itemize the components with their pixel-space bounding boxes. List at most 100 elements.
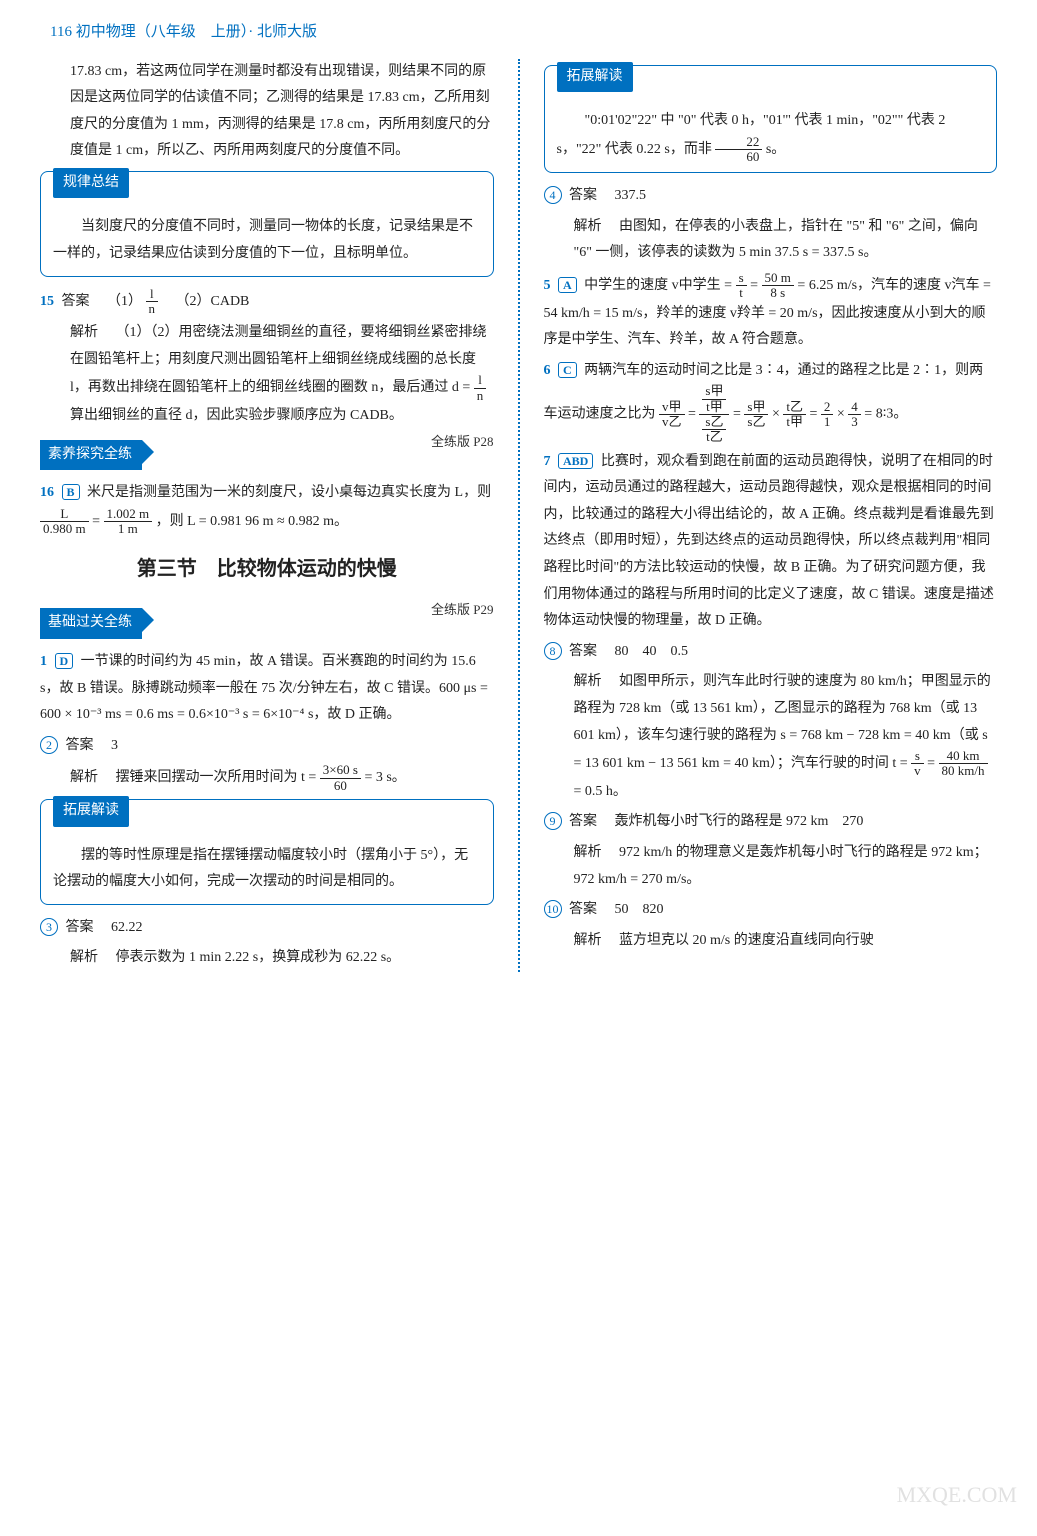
q10-num: 10	[544, 900, 562, 918]
frac-num: 1.002 m	[104, 507, 153, 522]
q1-num: 1	[40, 654, 47, 669]
q16-frac2: 1.002 m 1 m	[104, 507, 153, 537]
q10-expl-label: 解析	[574, 933, 602, 948]
q10-explain: 解析 蓝方坦克以 20 m/s 的速度沿直线同向行驶	[544, 928, 998, 955]
frac-num: 22	[715, 135, 762, 150]
q10: 10 答案 50 820	[544, 897, 998, 924]
frac-num: L	[40, 507, 89, 522]
two-column-layout: 17.83 cm，若这两位同学在测量时都没有出现错误，则结果不同的原因是这两位同…	[40, 59, 997, 972]
summary-box-2: 拓展解读 摆的等时性原理是指在摆锤摆动幅度较小时（摆角小于 5°），无论摆动的幅…	[40, 799, 494, 905]
box1-frac: 22 60	[715, 135, 762, 165]
section-ref-1: 全练版 P28	[431, 430, 493, 455]
right-box1: 拓展解读 "0:01'02"22" 中 "0" 代表 0 h，"01'" 代表 …	[544, 65, 998, 174]
q16-text1: 米尺是指测量范围为一米的刻度尺，设小桌每边真实长度为 L，则	[87, 485, 491, 500]
q15-num: 15	[40, 294, 54, 309]
q8: 8 答案 80 40 0.5	[544, 639, 998, 666]
q8-frac1: s v	[911, 749, 924, 779]
section-bar-2: 基础过关全练 全练版 P29	[40, 598, 494, 645]
q9: 9 答案 轰炸机每小时飞行的路程是 972 km 270	[544, 809, 998, 836]
q8-num: 8	[544, 642, 562, 660]
q16: 16 B 米尺是指测量范围为一米的刻度尺，设小桌每边真实长度为 L，则 L 0.…	[40, 480, 494, 536]
left-column: 17.83 cm，若这两位同学在测量时都没有出现错误，则结果不同的原因是这两位同…	[40, 59, 494, 972]
q3-ans: 62.22	[111, 920, 143, 935]
q8-ans: 80 40 0.5	[615, 644, 689, 659]
right-box1-tag: 拓展解读	[557, 62, 633, 93]
page-header: 116 初中物理（八年级 上册）· 北师大版	[40, 18, 997, 47]
q3-expl: 停表示数为 1 min 2.22 s，换算成秒为 62.22 s。	[116, 950, 401, 965]
q2-num: 2	[40, 736, 58, 754]
q5-t1: 中学生的速度 v中学生 =	[584, 278, 735, 293]
q4-expl: 由图知，在停表的小表盘上，指针在 "5" 和 "6" 之间，偏向 "6" 一侧，…	[574, 219, 978, 261]
q1-letter: D	[55, 653, 74, 669]
q9-ans: 轰炸机每小时飞行的路程是 972 km 270	[615, 814, 864, 829]
frac-den: 60	[320, 779, 361, 793]
q8-eq: =	[927, 756, 938, 771]
frac-den: n	[474, 389, 487, 403]
frac-den: t	[736, 286, 747, 300]
section-ref-2: 全练版 P29	[431, 598, 493, 623]
section-bar-1: 素养探究全练 全练版 P28	[40, 430, 494, 477]
q2-ans-label: 答案	[66, 738, 94, 753]
frac-num: 3×60 s	[320, 763, 361, 778]
q4-ans: 337.5	[615, 188, 647, 203]
q7-letter: ABD	[558, 453, 593, 469]
q15-expl2: 算出细铜丝的直径 d，因此实验步骤顺序应为 CADB。	[70, 408, 403, 423]
q8-expl2: = 0.5 h。	[574, 784, 627, 799]
q5-num: 5	[544, 278, 551, 293]
frac-den: s乙	[744, 415, 768, 429]
frac-num: 4	[848, 400, 861, 415]
box2-tag: 拓展解读	[53, 796, 129, 827]
summary-text: 当刻度尺的分度值不同时，测量同一物体的长度，记录结果是不一样的，记录结果应估读到…	[53, 214, 481, 267]
q3-num: 3	[40, 918, 58, 936]
frac-num: s甲	[744, 400, 768, 415]
q16-num: 16	[40, 485, 54, 500]
q9-expl-label: 解析	[574, 845, 602, 860]
q16-eq: =	[92, 514, 103, 529]
q6-frac-s: s甲 s乙	[744, 400, 768, 430]
summary-tag: 规律总结	[53, 168, 129, 199]
q15-frac-num: l	[146, 287, 159, 302]
q8-ans-label: 答案	[569, 644, 597, 659]
q7-num: 7	[544, 454, 551, 469]
q4-ans-label: 答案	[569, 188, 597, 203]
q5-frac1: s t	[736, 271, 747, 301]
intro-paragraph: 17.83 cm，若这两位同学在测量时都没有出现错误，则结果不同的原因是这两位同…	[40, 59, 494, 165]
q3-expl-label: 解析	[70, 950, 98, 965]
summary-box-1: 规律总结 当刻度尺的分度值不同时，测量同一物体的长度，记录结果是不一样的，记录结…	[40, 171, 494, 277]
q5: 5 A 中学生的速度 v中学生 = s t = 50 m 8 s = 6.25 …	[544, 271, 998, 354]
q2-expl1: 摆锤来回摆动一次所用时间为 t =	[116, 770, 320, 785]
q15: 15 答案 （1） l n （2）CADB	[40, 287, 494, 317]
q7-text: 比赛时，观众看到跑在前面的运动员跑得快，说明了在相同的时间内，运动员通过的路程越…	[544, 454, 994, 629]
frac-num: v甲	[659, 400, 685, 415]
q3-explain: 解析 停表示数为 1 min 2.22 s，换算成秒为 62.22 s。	[40, 945, 494, 972]
q8-explain: 解析 如图甲所示，则汽车此时行驶的速度为 80 km/h；甲图显示的路程为 72…	[544, 669, 998, 805]
column-divider	[518, 59, 520, 972]
q15-expl-label: 解析	[70, 325, 98, 340]
q9-expl: 972 km/h 的物理意义是轰炸机每小时飞行的路程是 972 km；972 k…	[574, 845, 988, 887]
q2: 2 答案 3	[40, 733, 494, 760]
q7: 7 ABD 比赛时，观众看到跑在前面的运动员跑得快，说明了在相同的时间内，运动员…	[544, 449, 998, 635]
section-title: 第三节 比较物体运动的快慢	[40, 550, 494, 588]
frac-num: 2	[821, 400, 834, 415]
right-box1-text: "0:01'02"22" 中 "0" 代表 0 h，"01'" 代表 1 min…	[557, 108, 985, 164]
frac-num: l	[474, 373, 487, 388]
frac-den: 8 s	[762, 286, 794, 300]
frac-num: s甲t甲	[699, 384, 729, 415]
q8-expl-label: 解析	[574, 674, 602, 689]
q2-explain: 解析 摆锤来回摆动一次所用时间为 t = 3×60 s 60 = 3 s。	[40, 763, 494, 793]
q6-frac-stack: s甲t甲 s乙t乙	[699, 384, 729, 444]
q6-t2: = 8∶3。	[864, 407, 907, 422]
box2-text: 摆的等时性原理是指在摆锤摆动幅度较小时（摆角小于 5°），无论摆动的幅度大小如何…	[53, 843, 481, 896]
q4-explain: 解析 由图知，在停表的小表盘上，指针在 "5" 和 "6" 之间，偏向 "6" …	[544, 214, 998, 267]
q16-letter: B	[62, 484, 80, 500]
q6-frac-43: 4 3	[848, 400, 861, 430]
frac-num: 40 km	[939, 749, 988, 764]
q6-frac-t: t乙 t甲	[783, 400, 806, 430]
q6-frac-21: 2 1	[821, 400, 834, 430]
q2-ans: 3	[111, 738, 118, 753]
q15-ans-label: 答案	[62, 294, 90, 309]
q4-num: 4	[544, 186, 562, 204]
q9-explain: 解析 972 km/h 的物理意义是轰炸机每小时飞行的路程是 972 km；97…	[544, 840, 998, 893]
q16-text2: ，则 L = 0.981 96 m ≈ 0.982 m。	[156, 514, 348, 529]
box1-t2: s。	[766, 142, 785, 157]
